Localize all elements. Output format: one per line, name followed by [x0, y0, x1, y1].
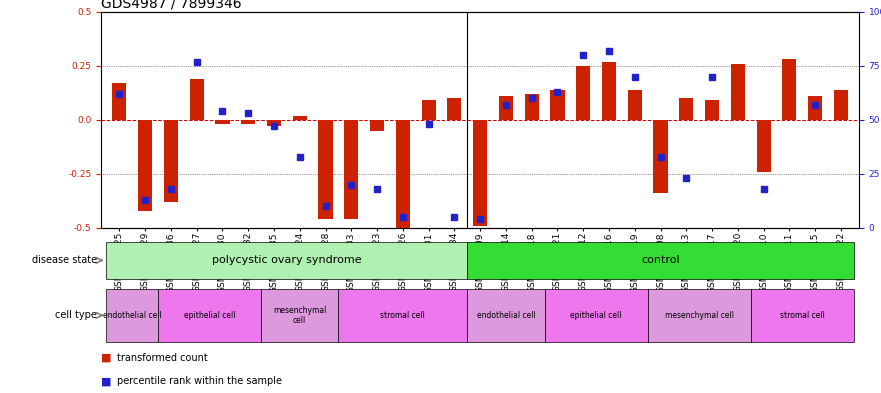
Bar — [576, 66, 590, 120]
Text: ■: ■ — [101, 353, 112, 363]
Bar — [544, 289, 648, 342]
Bar — [338, 289, 467, 342]
Bar — [107, 242, 467, 279]
Bar — [833, 90, 848, 120]
Bar — [551, 90, 565, 120]
Bar — [344, 120, 359, 219]
Bar — [164, 120, 178, 202]
Bar — [267, 120, 281, 127]
Text: stromal cell: stromal cell — [381, 311, 426, 320]
Bar — [467, 242, 854, 279]
Bar — [396, 120, 410, 228]
Text: cell type: cell type — [55, 310, 97, 320]
Bar — [467, 289, 544, 342]
Bar — [448, 98, 462, 120]
Bar — [499, 96, 513, 120]
Bar — [318, 120, 333, 219]
Bar — [757, 120, 771, 172]
Bar — [627, 90, 642, 120]
Bar — [158, 289, 261, 342]
Bar — [292, 116, 307, 120]
Bar — [189, 79, 204, 120]
Bar — [107, 289, 158, 342]
Bar — [730, 64, 745, 120]
Bar — [679, 98, 693, 120]
Text: percentile rank within the sample: percentile rank within the sample — [117, 376, 282, 386]
Bar — [473, 120, 487, 226]
Bar — [524, 94, 539, 120]
Bar — [215, 120, 230, 124]
Text: epithelial cell: epithelial cell — [570, 311, 622, 320]
Bar — [112, 83, 127, 120]
Bar — [654, 120, 668, 193]
Text: mesenchymal
cell: mesenchymal cell — [273, 306, 327, 325]
Text: control: control — [641, 255, 680, 265]
Text: epithelial cell: epithelial cell — [184, 311, 235, 320]
Bar — [241, 120, 255, 124]
Bar — [370, 120, 384, 130]
Text: ■: ■ — [101, 376, 112, 386]
Bar — [138, 120, 152, 211]
Text: endothelial cell: endothelial cell — [477, 311, 536, 320]
Text: mesenchymal cell: mesenchymal cell — [664, 311, 734, 320]
Bar — [705, 100, 719, 120]
Text: polycystic ovary syndrome: polycystic ovary syndrome — [212, 255, 362, 265]
Text: endothelial cell: endothelial cell — [103, 311, 161, 320]
Bar — [782, 59, 796, 120]
Text: GDS4987 / 7899346: GDS4987 / 7899346 — [101, 0, 242, 11]
Bar — [261, 289, 338, 342]
Bar — [421, 100, 436, 120]
Bar — [751, 289, 854, 342]
Bar — [602, 61, 616, 120]
Text: disease state: disease state — [32, 255, 97, 265]
Bar — [648, 289, 751, 342]
Text: stromal cell: stromal cell — [780, 311, 825, 320]
Text: transformed count: transformed count — [117, 353, 208, 363]
Bar — [808, 96, 822, 120]
